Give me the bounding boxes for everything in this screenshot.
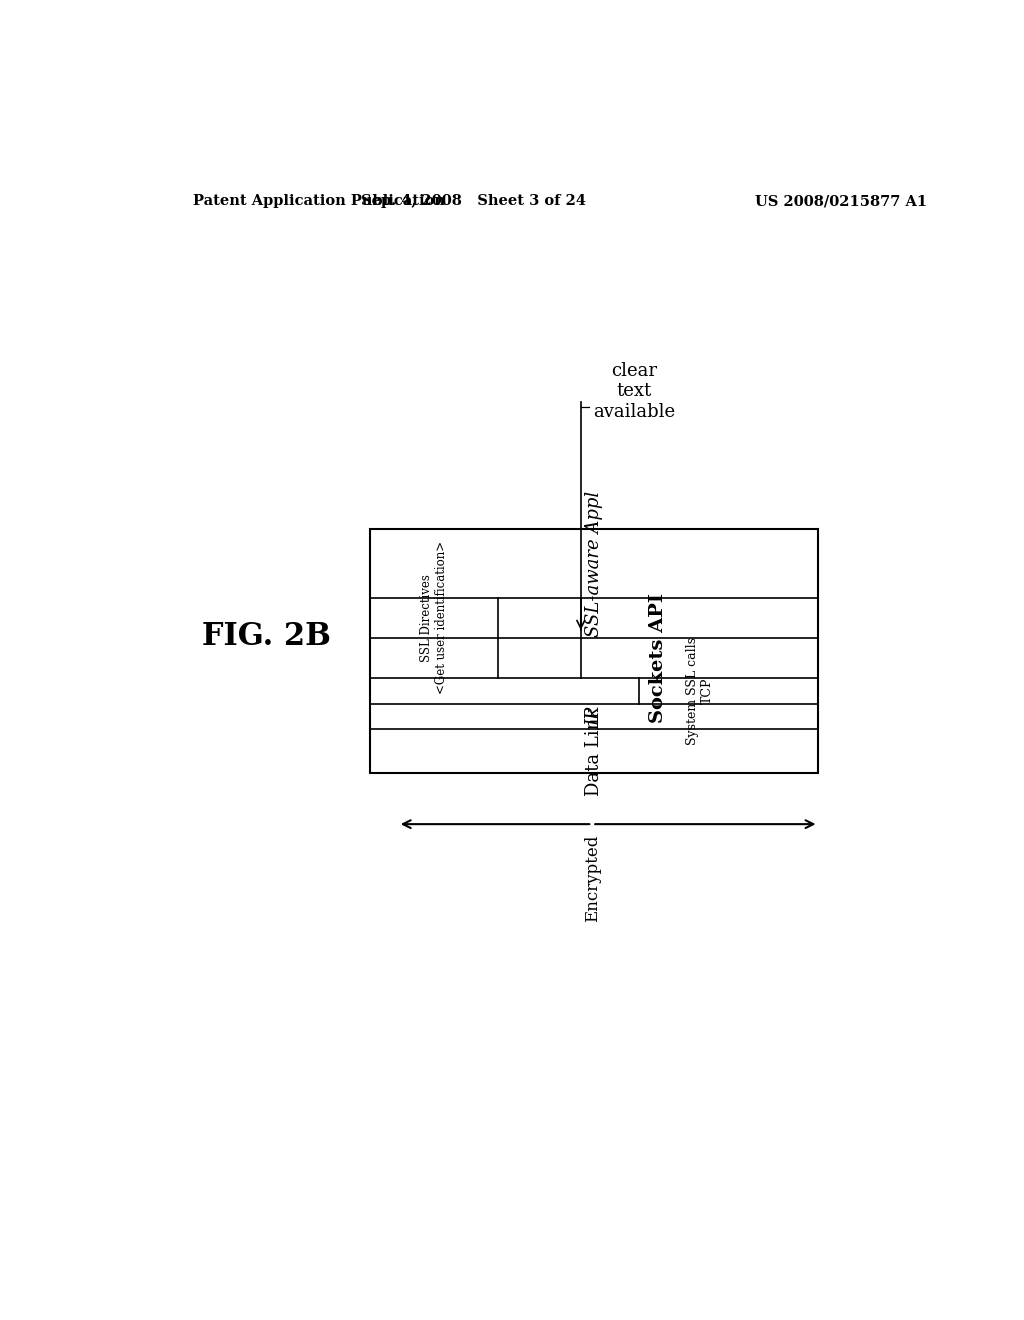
Text: IP: IP [586, 708, 603, 726]
Bar [370, 529, 818, 774]
Text: clear
text
available: clear text available [593, 362, 675, 421]
Text: SSL Directives
<Get user identification>: SSL Directives <Get user identification> [420, 541, 447, 694]
Text: FIG. 2B: FIG. 2B [203, 620, 332, 652]
Text: Data Link: Data Link [586, 706, 603, 796]
Text: Patent Application Publication: Patent Application Publication [194, 194, 445, 209]
Text: US 2008/0215877 A1: US 2008/0215877 A1 [755, 194, 927, 209]
Text: SSL-aware Appl: SSL-aware Appl [586, 491, 603, 636]
Text: Sockets API: Sockets API [649, 593, 667, 723]
Text: System SSL calls
TCP: System SSL calls TCP [686, 638, 714, 744]
Text: Encrypted: Encrypted [584, 834, 601, 921]
Text: Sep. 4, 2008   Sheet 3 of 24: Sep. 4, 2008 Sheet 3 of 24 [360, 194, 586, 209]
